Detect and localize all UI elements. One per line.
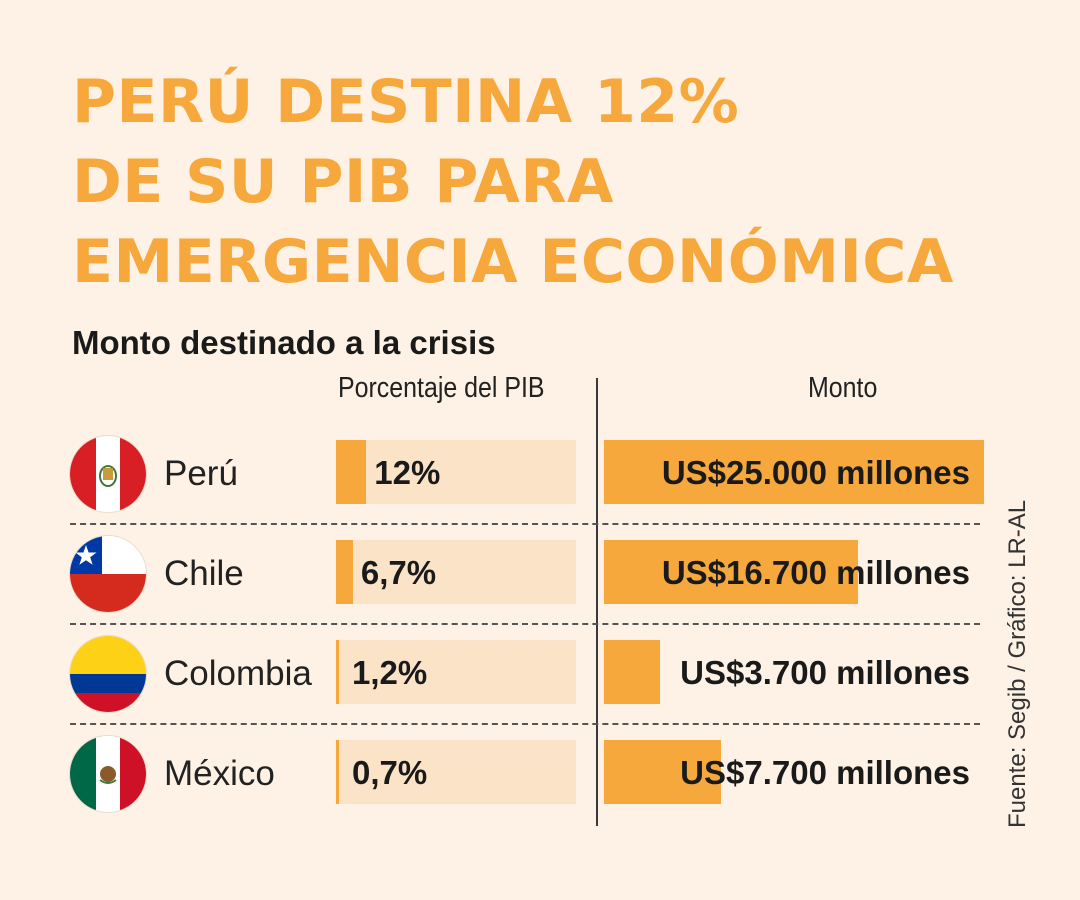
- column-header-monto: Monto: [808, 372, 878, 404]
- peru-flag-icon: [70, 436, 146, 512]
- pib-bar-track: [336, 740, 576, 804]
- column-divider: [596, 378, 598, 826]
- pib-bar: [336, 640, 340, 704]
- monto-value-label: US$16.700 millones: [661, 554, 970, 591]
- table-row: Perú 12% US$25.000 millones: [0, 436, 1080, 536]
- monto-value-label: US$25.000 millones: [661, 454, 970, 491]
- chart-subtitle: Monto destinado a la crisis: [72, 324, 496, 361]
- country-label: Colombia: [164, 654, 312, 693]
- title-line-2: DE SU PIB PARA: [72, 147, 614, 217]
- country-label: Perú: [164, 454, 238, 493]
- monto-bar: [604, 540, 858, 604]
- pib-value-label: 0,7%: [352, 754, 428, 791]
- pib-value-label: 6,7%: [360, 554, 437, 591]
- title-line-3: EMERGENCIA ECONÓMICA: [72, 227, 954, 297]
- pib-bar: [336, 440, 367, 504]
- monto-value-label: US$7.700 millones: [680, 754, 970, 791]
- pib-bar: [336, 740, 339, 804]
- monto-bar: [604, 740, 722, 804]
- pib-bar-track: [336, 640, 576, 704]
- row-divider: [70, 723, 980, 725]
- mexico-flag-icon: [70, 736, 146, 812]
- title-line-1: PERÚ DESTINA 12%: [72, 67, 740, 137]
- chile-flag-icon: [70, 536, 146, 612]
- table-row: México 0,7% US$7.700 millones: [0, 736, 1080, 836]
- source-credit: Fuente: Segib / Gráfico: LR-AL: [1004, 499, 1031, 828]
- monto-bar: [604, 440, 984, 504]
- row-divider: [70, 523, 980, 525]
- country-label: Chile: [164, 554, 244, 593]
- pib-value-label: 12%: [374, 454, 441, 491]
- pib-bar-track: [336, 440, 576, 504]
- monto-value-label: US$3.700 millones: [680, 654, 970, 691]
- colombia-flag-icon: [70, 636, 146, 712]
- chart-title: PERÚ DESTINA 12% DE SU PIB PARA EMERGENC…: [72, 62, 1032, 302]
- table-row: Chile 6,7% US$16.700 millones: [0, 536, 1080, 636]
- column-header-pib: Porcentaje del PIB: [338, 372, 545, 404]
- country-label: México: [164, 754, 275, 793]
- table-row: Colombia 1,2% US$3.700 millones: [0, 636, 1080, 736]
- pib-bar-track: [336, 540, 576, 604]
- row-divider: [70, 623, 980, 625]
- pib-bar: [336, 540, 353, 604]
- monto-bar: [604, 640, 661, 704]
- pib-value-label: 1,2%: [352, 654, 428, 691]
